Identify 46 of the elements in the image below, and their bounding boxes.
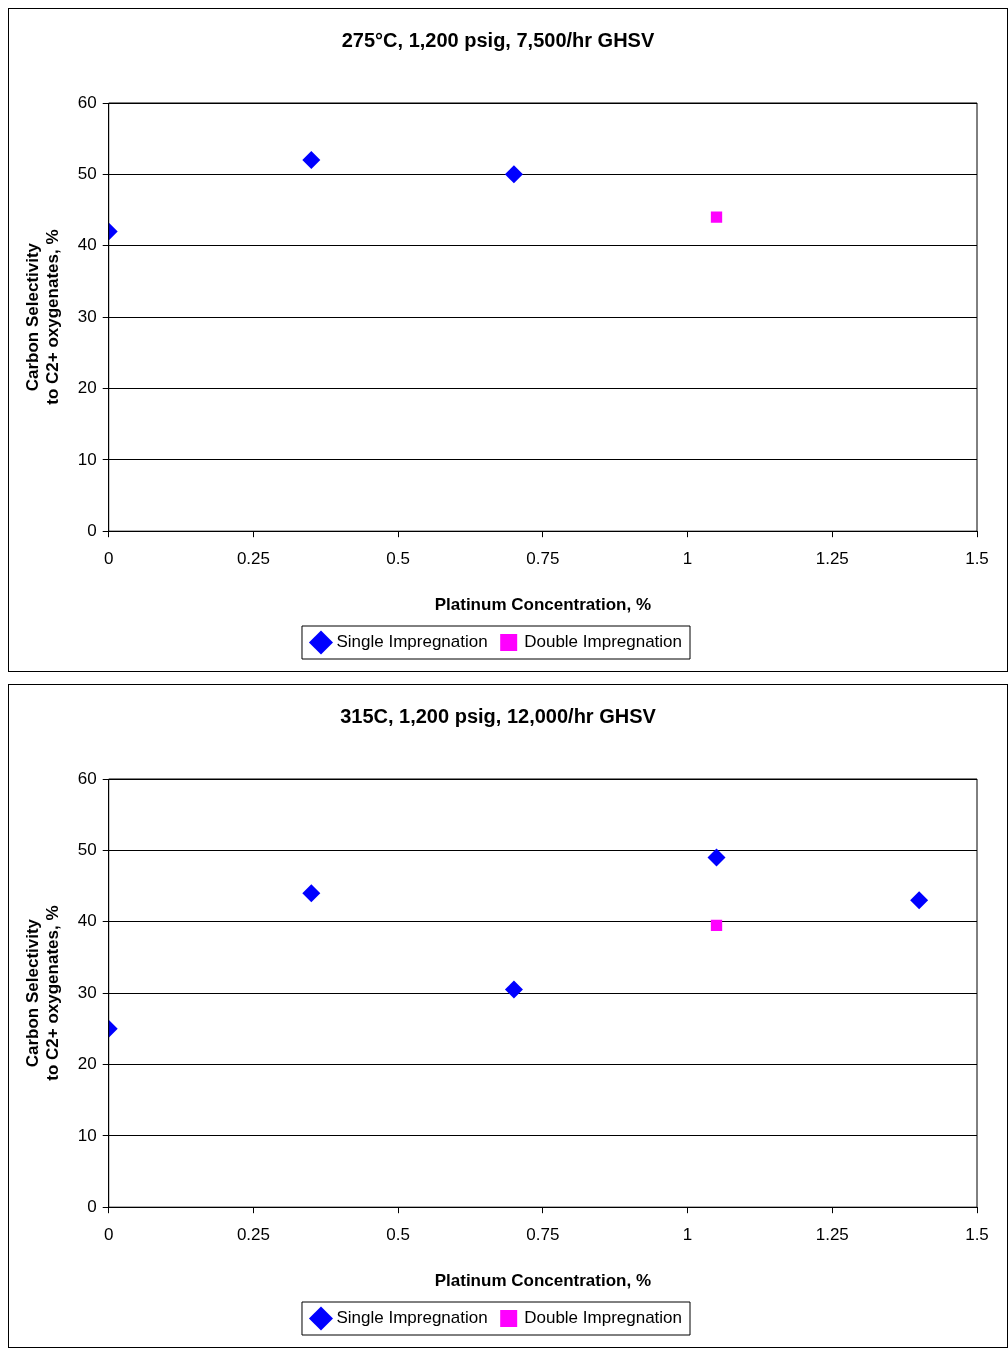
y-axis-title: Carbon Selectivity to C2+ oxygenates, % — [22, 905, 63, 1081]
point — [504, 165, 523, 184]
y-tick-label: 20 — [77, 1054, 97, 1074]
x-tick-label: 0.5 — [386, 1225, 410, 1245]
x-axis-title: Platinum Concentration, % — [434, 1271, 651, 1291]
point — [910, 891, 929, 910]
x-tick-label: 0.25 — [236, 1225, 270, 1245]
x-tick-label: 0.75 — [526, 1225, 560, 1245]
legend-label: Single Impregnation — [336, 632, 488, 652]
point — [710, 211, 723, 223]
y-tick-label: 50 — [77, 840, 97, 860]
x-tick-label: 1.25 — [815, 1225, 849, 1245]
point — [504, 980, 523, 999]
y-tick-label: 10 — [77, 1125, 97, 1145]
x-tick-label: 1.5 — [965, 549, 989, 569]
x-tick-label: 1.25 — [815, 549, 849, 569]
x-tick-label: 1 — [682, 1225, 693, 1245]
y-tick-label: 50 — [77, 164, 97, 184]
y-tick-label: 60 — [77, 92, 97, 112]
x-tick-label: 0.5 — [386, 549, 410, 569]
x-tick-label: 1.5 — [965, 1225, 989, 1245]
y-tick-label: 0 — [87, 1196, 97, 1216]
x-tick-label: 0.75 — [526, 549, 560, 569]
chart-title: 315C, 1,200 psig, 12,000/hr GHSV — [340, 704, 657, 727]
y-tick-label: 40 — [77, 235, 97, 255]
chart-title: 275°C, 1,200 psig, 7,500/hr GHSV — [341, 28, 655, 51]
point — [302, 151, 321, 170]
y-tick-label: 10 — [77, 449, 97, 469]
y-tick-label: 40 — [77, 911, 97, 931]
point — [707, 848, 726, 867]
point — [302, 884, 321, 903]
point — [710, 919, 723, 931]
legend-label: Double Impregnation — [524, 632, 683, 652]
x-tick-label: 0 — [103, 1225, 114, 1245]
y-tick-label: 60 — [77, 768, 97, 788]
x-tick-label: 1 — [682, 549, 693, 569]
y-tick-label: 30 — [77, 306, 97, 326]
y-tick-label: 30 — [77, 982, 97, 1002]
y-tick-label: 20 — [77, 378, 97, 398]
y-tick-label: 0 — [87, 520, 97, 540]
x-axis-title: Platinum Concentration, % — [434, 595, 651, 615]
x-tick-label: 0 — [103, 549, 114, 569]
legend-label: Single Impregnation — [336, 1308, 488, 1328]
legend-label: Double Impregnation — [524, 1308, 683, 1328]
x-tick-label: 0.25 — [236, 549, 270, 569]
y-axis-title: Carbon Selectivity to C2+ oxygenates, % — [22, 229, 63, 405]
